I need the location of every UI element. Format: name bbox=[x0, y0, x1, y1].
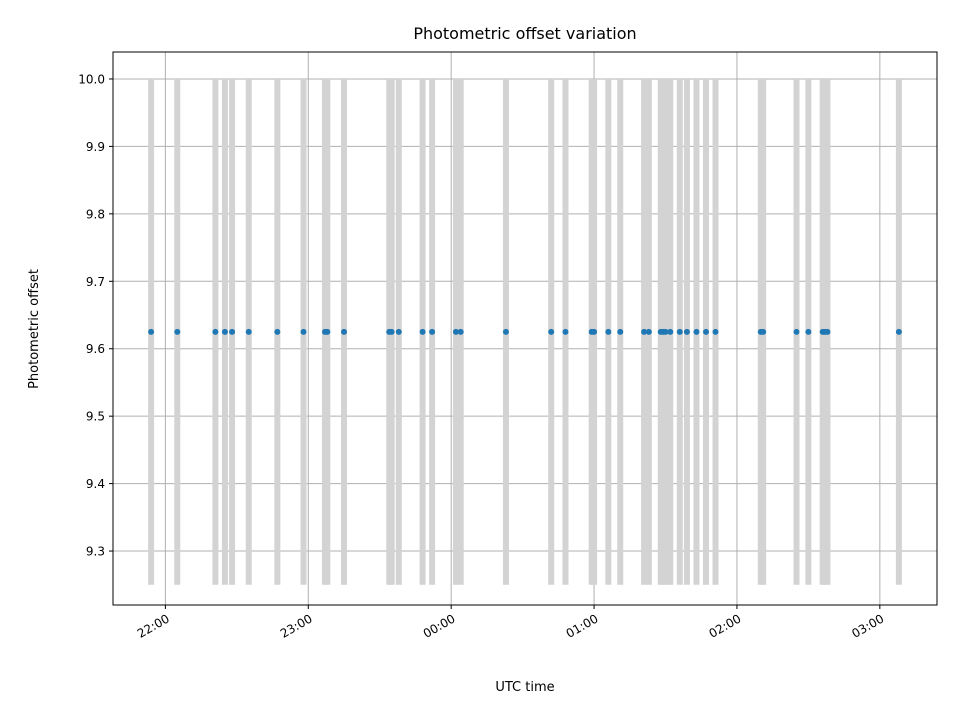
data-point bbox=[645, 328, 652, 335]
x-axis-label: UTC time bbox=[495, 680, 554, 695]
data-point bbox=[793, 328, 800, 335]
data-point bbox=[548, 328, 555, 335]
y-tick-label: 9.3 bbox=[86, 545, 105, 559]
data-point bbox=[702, 328, 709, 335]
data-point bbox=[502, 328, 509, 335]
data-point bbox=[683, 328, 690, 335]
data-point bbox=[388, 328, 395, 335]
y-tick-label: 9.4 bbox=[86, 477, 105, 491]
data-point bbox=[605, 328, 612, 335]
data-point bbox=[676, 328, 683, 335]
points bbox=[148, 328, 902, 335]
data-point bbox=[341, 328, 348, 335]
data-point bbox=[641, 328, 648, 335]
data-point bbox=[662, 328, 669, 335]
y-tick-label: 9.6 bbox=[86, 342, 105, 356]
y-tick-label: 10.0 bbox=[78, 72, 105, 86]
data-point bbox=[212, 328, 219, 335]
data-point bbox=[148, 328, 155, 335]
data-point bbox=[591, 328, 598, 335]
y-axis-label: Photometric offset bbox=[27, 269, 42, 389]
data-point bbox=[429, 328, 436, 335]
data-point bbox=[712, 328, 719, 335]
y-tick-label: 9.8 bbox=[86, 207, 105, 221]
data-point bbox=[300, 328, 307, 335]
data-point bbox=[895, 328, 902, 335]
y-tick-label: 9.5 bbox=[86, 410, 105, 424]
y-tick-label: 9.7 bbox=[86, 275, 105, 289]
data-point bbox=[824, 328, 831, 335]
data-point bbox=[457, 328, 464, 335]
data-point bbox=[324, 328, 331, 335]
data-point bbox=[617, 328, 624, 335]
data-point bbox=[760, 328, 767, 335]
data-point bbox=[221, 328, 228, 335]
data-point bbox=[805, 328, 812, 335]
data-point bbox=[419, 328, 426, 335]
data-point bbox=[395, 328, 402, 335]
data-point bbox=[667, 328, 674, 335]
data-point bbox=[274, 328, 281, 335]
y-tick-label: 9.9 bbox=[86, 140, 105, 154]
data-point bbox=[245, 328, 252, 335]
data-point bbox=[452, 328, 459, 335]
data-point bbox=[174, 328, 181, 335]
chart-title: Photometric offset variation bbox=[413, 24, 636, 43]
data-point bbox=[562, 328, 569, 335]
y-axis-ticks: 9.3 9.4 9.5 9.6 9.7 9.8 9.9 10.0 bbox=[78, 72, 113, 559]
data-point bbox=[693, 328, 700, 335]
plot-frame bbox=[112, 51, 938, 606]
data-point bbox=[229, 328, 236, 335]
